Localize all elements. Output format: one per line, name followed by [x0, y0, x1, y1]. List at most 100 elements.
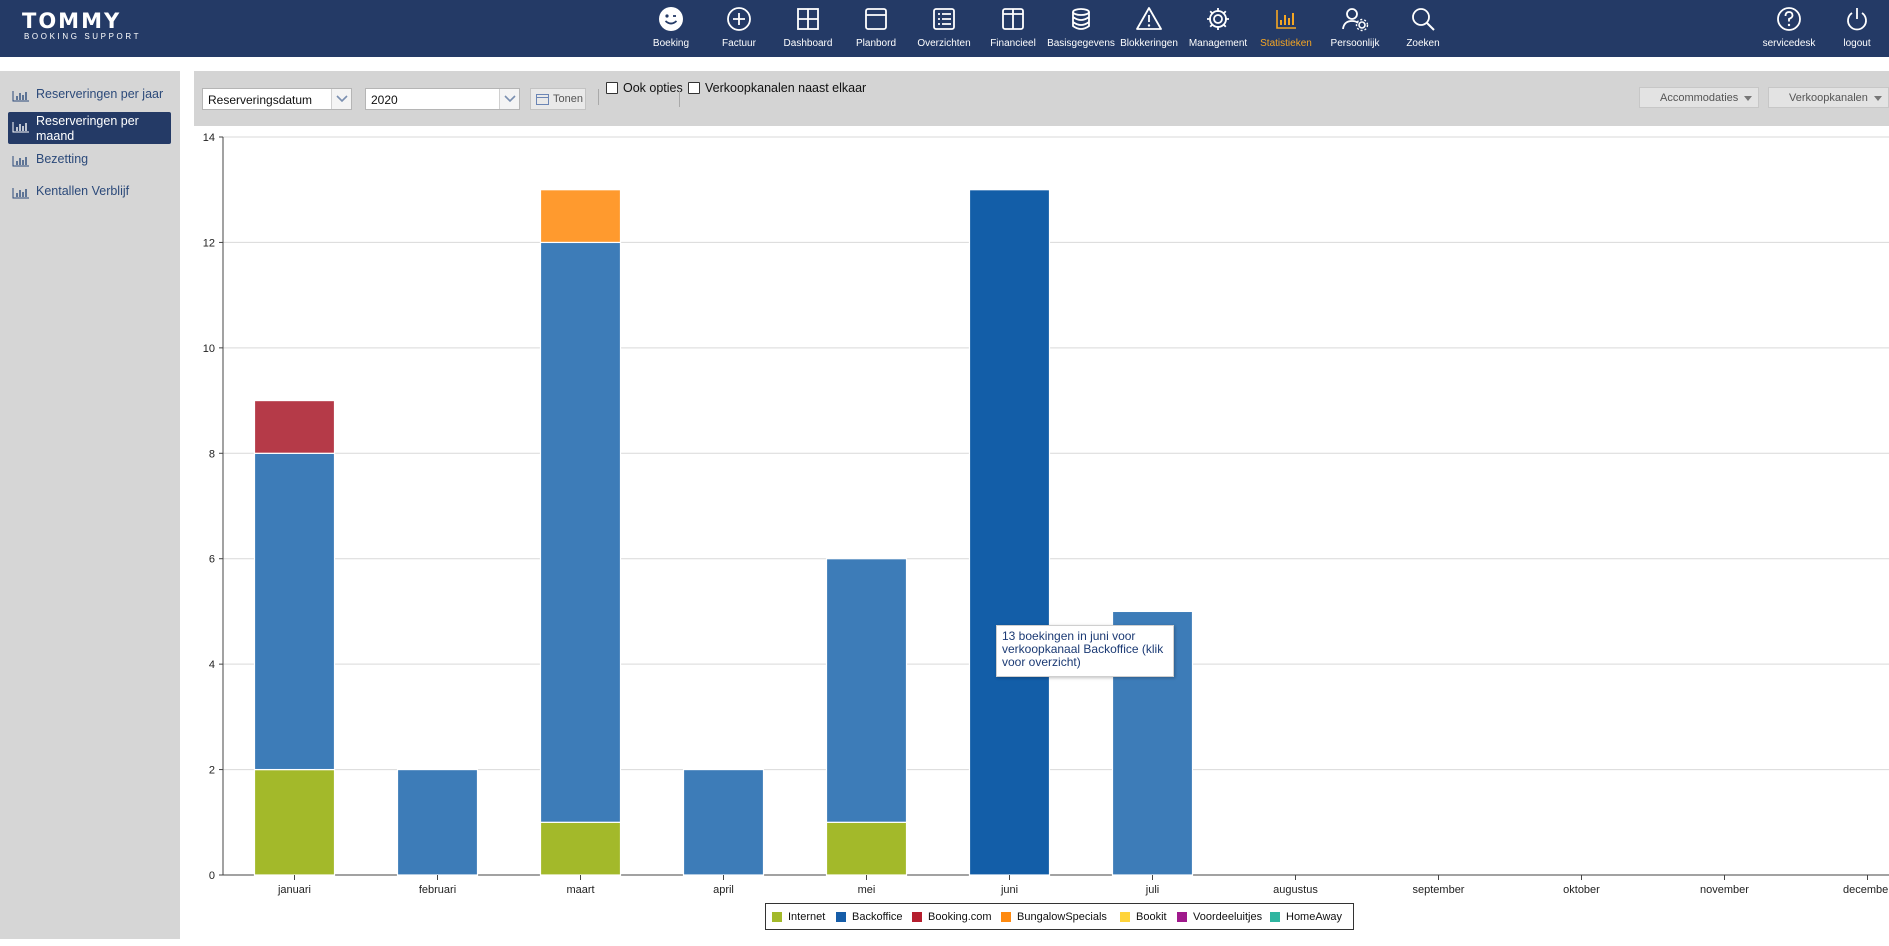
bar-segment[interactable]	[539, 189, 622, 244]
nav-item-dashboard[interactable]: Dashboard	[774, 0, 842, 57]
caret-down-icon	[1744, 96, 1752, 101]
bar-segment[interactable]	[539, 821, 622, 876]
legend-swatch	[1270, 912, 1280, 922]
nav-label: Overzichten	[917, 38, 971, 49]
legend-swatch	[772, 912, 782, 922]
user-gear-icon	[1342, 8, 1369, 32]
nav-item-zoeken[interactable]: Zoeken	[1389, 0, 1457, 57]
legend-label: Internet	[788, 911, 826, 923]
y-tick-label: 4	[209, 659, 215, 671]
y-tick-label: 2	[209, 765, 215, 777]
y-tick-label: 0	[209, 870, 215, 882]
y-tick-label: 14	[203, 132, 215, 144]
verkoopkanalen-label: Verkoopkanalen	[1789, 92, 1868, 104]
bar-segment[interactable]	[539, 241, 622, 823]
sidebar-item-reserveringen-per-jaar[interactable]: Reserveringen per jaar	[8, 87, 171, 105]
legend-label: Booking.com	[928, 911, 992, 923]
toolbar-divider	[598, 89, 599, 105]
bar-segment[interactable]	[682, 768, 765, 876]
legend-label: HomeAway	[1286, 911, 1343, 923]
accommodaties-dropdown[interactable]: Accommodaties	[1639, 87, 1759, 108]
list-icon	[933, 8, 955, 30]
nav-item-basisgegevens[interactable]: Basisgegevens	[1047, 0, 1115, 57]
date-type-select[interactable]: Reserveringsdatum	[202, 88, 352, 110]
chevron-down-icon	[331, 89, 351, 109]
nav-label: Zoeken	[1406, 38, 1440, 49]
checkbox-box[interactable]	[688, 82, 700, 94]
nav-item-blokkeringen[interactable]: Blokkeringen	[1115, 0, 1183, 57]
nav-item-overzichten[interactable]: Overzichten	[910, 0, 978, 57]
nav-label: Persoonlijk	[1330, 38, 1380, 49]
x-tick-label: april	[713, 884, 734, 896]
y-tick-label: 12	[203, 237, 215, 249]
legend-swatch	[912, 912, 922, 922]
bar-segment[interactable]	[253, 399, 336, 454]
y-tick-label: 8	[209, 448, 215, 460]
sidebar-item-reserveringen-per-maand[interactable]: Reserveringen per maand	[8, 112, 171, 144]
nav-label: Financieel	[990, 38, 1036, 49]
x-tick-label: juni	[1000, 884, 1018, 896]
tonen-label: Tonen	[553, 93, 583, 105]
year-select[interactable]: 2020	[365, 88, 520, 110]
search-icon	[1412, 8, 1435, 31]
bar-segment[interactable]	[253, 768, 336, 876]
x-tick-label: maart	[566, 884, 594, 896]
nav-item-logout[interactable]: logout	[1823, 0, 1889, 57]
x-tick-label: juli	[1145, 884, 1159, 896]
x-tick-label: augustus	[1273, 884, 1318, 896]
nav-label: servicedesk	[1762, 38, 1816, 49]
nav-label: Basisgegevens	[1047, 38, 1115, 49]
nav-label: Statistieken	[1260, 38, 1312, 49]
nav-item-factuur[interactable]: Factuur	[705, 0, 773, 57]
filter-toolbar: Reserveringsdatum 2020 Tonen Ook opties …	[194, 71, 1889, 126]
bar-segment[interactable]	[396, 768, 479, 876]
chart-icon	[12, 156, 29, 167]
x-tick-label: november	[1700, 884, 1749, 896]
help-icon	[1777, 7, 1801, 31]
ook-opties-label: Ook opties	[623, 81, 683, 95]
nav-item-financieel[interactable]: Financieel	[979, 0, 1047, 57]
nav-item-statistieken[interactable]: Statistieken	[1252, 0, 1320, 57]
tommy-logo[interactable]: TOMMY BOOKING SUPPORT	[22, 10, 141, 42]
bar-segment[interactable]	[253, 452, 336, 771]
nav-item-boeking[interactable]: Boeking	[637, 0, 705, 57]
nav-item-persoonlijk[interactable]: Persoonlijk	[1321, 0, 1389, 57]
chart-legend: Internet Backoffice Booking.com Bungalow…	[765, 903, 1354, 930]
chevron-down-icon	[499, 89, 519, 109]
bar-segment[interactable]	[968, 189, 1051, 876]
bar-segment[interactable]	[825, 558, 908, 823]
caret-down-icon	[1874, 96, 1882, 101]
tonen-button[interactable]: Tonen	[530, 88, 586, 110]
legend-swatch	[1120, 912, 1130, 922]
ook-opties-checkbox[interactable]: Ook opties	[606, 81, 684, 97]
calendar-icon	[536, 94, 549, 105]
sidebar-item-bezetting[interactable]: Bezetting	[8, 152, 171, 170]
smiley-icon	[659, 7, 683, 31]
nav-item-planbord[interactable]: Planbord	[842, 0, 910, 57]
logo-subtitle: BOOKING SUPPORT	[24, 32, 142, 41]
y-tick-label: 10	[203, 343, 215, 355]
legend-label: Voordeeluitjes	[1193, 911, 1263, 923]
nav-label: Boeking	[652, 38, 690, 49]
x-tick-label: januari	[277, 884, 311, 896]
nav-label: Management	[1188, 38, 1248, 49]
sidebar-item-label: Reserveringen per jaar	[36, 87, 164, 101]
logo-title: TOMMY	[22, 9, 122, 33]
sidebar-item-label: Kentallen Verblijf	[36, 184, 130, 198]
nav-label: Blokkeringen	[1120, 38, 1178, 49]
chart-tooltip: 13 boekingen in juni voor verkoopkanaal …	[996, 625, 1174, 677]
sidebar-item-label: Bezetting	[36, 152, 89, 166]
nav-item-servicedesk[interactable]: servicedesk	[1755, 0, 1823, 57]
gear-icon	[1207, 8, 1229, 30]
nav-label: logout	[1843, 38, 1871, 49]
verkoopkanalen-dropdown[interactable]: Verkoopkanalen	[1768, 87, 1889, 108]
book-icon	[1002, 8, 1024, 30]
x-tick-label: december	[1843, 884, 1889, 896]
legend-swatch	[1001, 912, 1011, 922]
sidebar-item-kentallen-verblijf[interactable]: Kentallen Verblijf	[8, 184, 171, 202]
verkoopkanalen-naast-elkaar-checkbox[interactable]: Verkoopkanalen naast elkaar	[688, 81, 868, 97]
nav-item-management[interactable]: Management	[1184, 0, 1252, 57]
checkbox-box[interactable]	[606, 82, 618, 94]
bar-segment[interactable]	[825, 821, 908, 876]
